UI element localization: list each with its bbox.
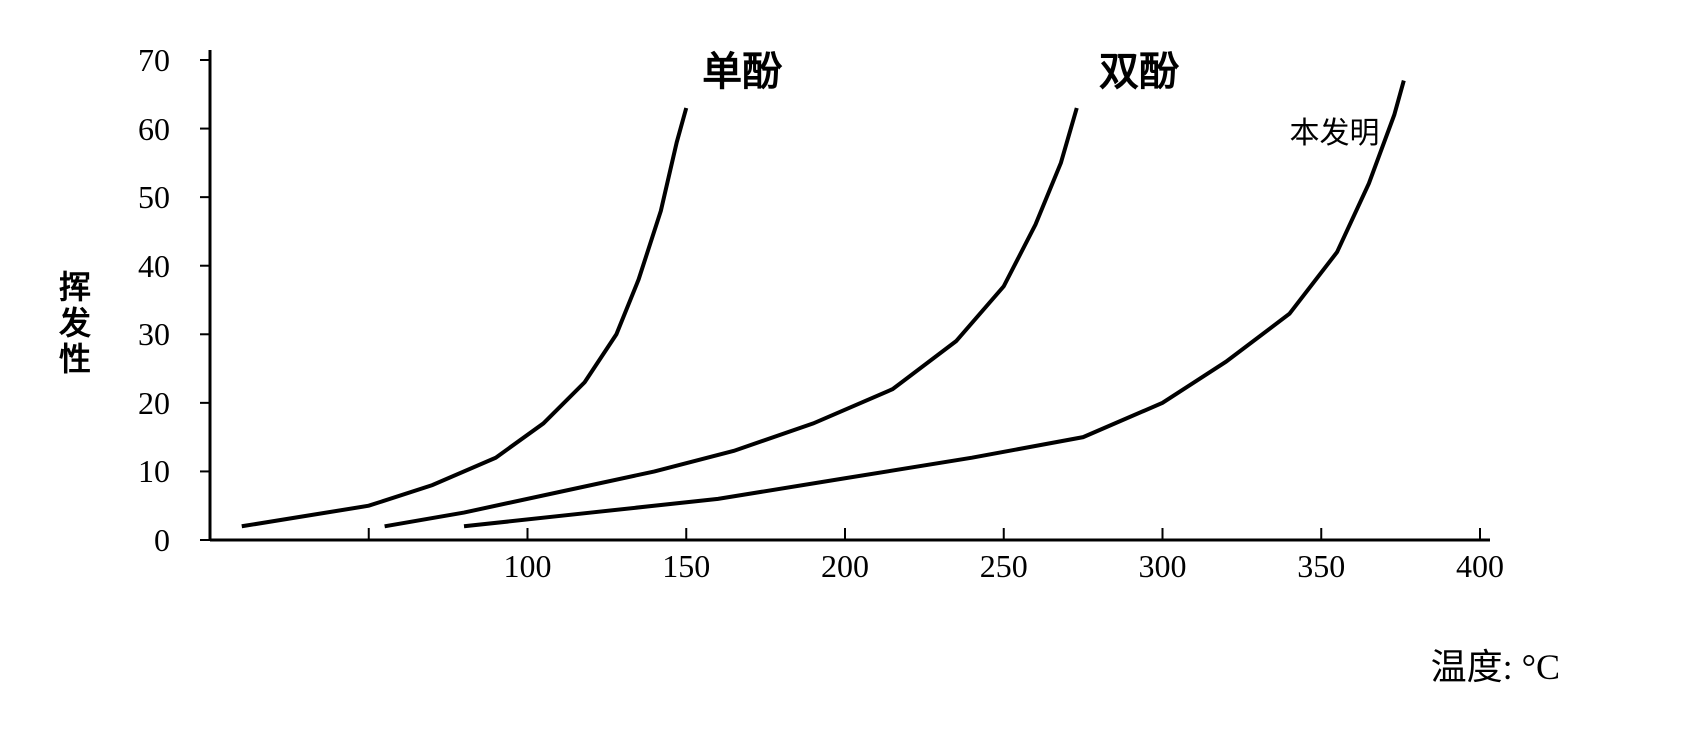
x-tick-label: 400 — [1445, 548, 1515, 585]
y-tick-label: 70 — [110, 42, 170, 79]
x-tick-label: 350 — [1286, 548, 1356, 585]
curves-group — [242, 81, 1404, 527]
series-label-1: 双酚 — [1099, 39, 1179, 97]
y-tick-label: 20 — [110, 385, 170, 422]
x-axis-label: 温度: °C — [1431, 638, 1560, 690]
y-axis-label: 挥发性 — [50, 270, 96, 378]
x-tick-label: 100 — [493, 548, 563, 585]
curve-单酚 — [242, 108, 687, 526]
series-label-2: 本发明 — [1290, 108, 1380, 152]
volatility-chart: 挥发性 温度: °C 010203040506070 1001502002503… — [40, 20, 1640, 700]
y-tick-label: 10 — [110, 453, 170, 490]
y-tick-label: 60 — [110, 111, 170, 148]
series-label-0: 单酚 — [702, 39, 782, 97]
curve-双酚 — [385, 108, 1077, 526]
curve-本发明 — [464, 81, 1404, 527]
x-tick-label: 300 — [1128, 548, 1198, 585]
x-tick-label: 250 — [969, 548, 1039, 585]
y-tick-label: 30 — [110, 316, 170, 353]
y-tick-label: 50 — [110, 179, 170, 216]
y-tick-label: 40 — [110, 248, 170, 285]
x-tick-label: 150 — [651, 548, 721, 585]
y-tick-label: 0 — [110, 522, 170, 559]
plot-area: 010203040506070 100150200250300350400 单酚… — [180, 50, 1500, 580]
x-tick-label: 200 — [810, 548, 880, 585]
